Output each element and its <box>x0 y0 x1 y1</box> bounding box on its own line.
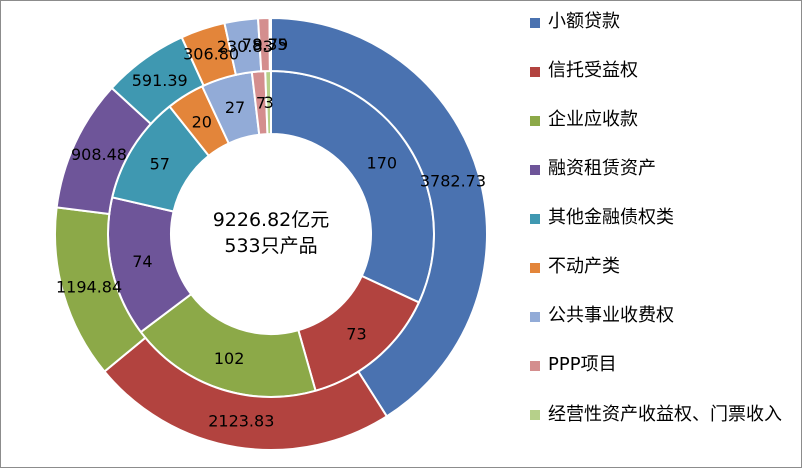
center-total-amount: 9226.82亿元 <box>212 209 330 231</box>
inner-slice-label-0: 170 <box>367 154 398 173</box>
outer-slice-8 <box>268 16 272 73</box>
legend-item-2: 企业应收款 <box>526 107 796 156</box>
inner-slice-label-7: 7 <box>256 93 266 112</box>
legend-item-0: 小额贷款 <box>526 9 796 58</box>
outer-slice-label-1: 2123.83 <box>208 412 274 431</box>
legend-label-7: PPP项目 <box>548 354 617 375</box>
legend-swatch-8 <box>530 410 540 420</box>
inner-slice-label-3: 74 <box>132 252 152 271</box>
legend-label-8: 经营性资产收益权、门票收入 <box>548 404 782 425</box>
legend-label-0: 小额贷款 <box>548 11 620 32</box>
legend-swatch-6 <box>530 312 540 322</box>
legend-swatch-2 <box>530 116 540 126</box>
legend-swatch-5 <box>530 263 540 273</box>
legend-swatch-3 <box>530 165 540 175</box>
inner-slice-label-4: 57 <box>150 154 170 173</box>
center-label: 9226.82亿元 533只产品 <box>176 207 366 259</box>
inner-slice-label-1: 73 <box>346 324 366 343</box>
outer-slice-label-3: 908.48 <box>71 145 127 164</box>
outer-slice-label-6: 230.83 <box>217 37 273 56</box>
legend-swatch-0 <box>530 18 540 28</box>
outer-slice-label-2: 1194.84 <box>56 278 122 297</box>
legend-swatch-4 <box>530 214 540 224</box>
legend-item-3: 融资租赁资产 <box>526 156 796 205</box>
outer-slice-0 <box>270 16 488 418</box>
legend-label-2: 企业应收款 <box>548 109 638 130</box>
legend-item-6: 公共事业收费权 <box>526 303 796 352</box>
outer-slice-label-7: 78.35 <box>242 35 288 54</box>
inner-slice-label-8: 3 <box>264 93 274 112</box>
outer-slice-label-8: 9.79 <box>253 35 289 54</box>
legend-label-3: 融资租赁资产 <box>548 158 656 179</box>
legend-label-6: 公共事业收费权 <box>548 305 674 326</box>
legend-item-4: 其他金融债权类 <box>526 205 796 254</box>
outer-slice-label-5: 306.80 <box>183 45 239 64</box>
outer-slice-label-4: 591.39 <box>132 71 188 90</box>
inner-slice-label-2: 102 <box>214 349 245 368</box>
inner-slice-label-6: 27 <box>225 98 245 117</box>
center-product-count: 533只产品 <box>224 235 318 257</box>
legend-item-8: 经营性资产收益权、门票收入 <box>526 401 796 429</box>
legend-item-7: PPP项目 <box>526 352 796 401</box>
legend-label-1: 信托受益权 <box>548 60 638 81</box>
legend-item-1: 信托受益权 <box>526 58 796 107</box>
legend-swatch-7 <box>530 361 540 371</box>
outer-slice-label-0: 3782.73 <box>420 172 486 191</box>
inner-slice-label-5: 20 <box>192 113 212 132</box>
legend: 小额贷款信托受益权企业应收款融资租赁资产 其他金融债权类 不动产类公共事业收费权 PP… <box>526 9 796 429</box>
legend-item-5: 不动产类 <box>526 254 796 303</box>
legend-swatch-1 <box>530 67 540 77</box>
legend-label-5: 不动产类 <box>548 256 620 277</box>
legend-label-4: 其他金融债权类 <box>548 207 674 228</box>
